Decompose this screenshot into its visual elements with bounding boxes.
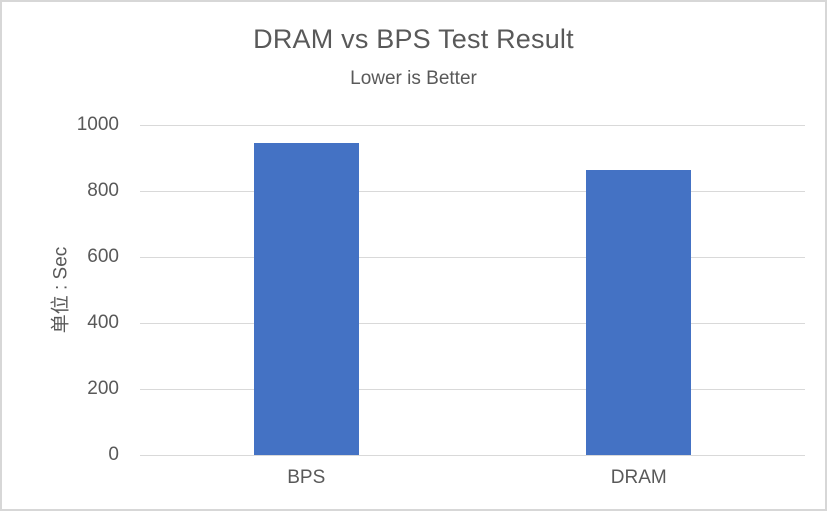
y-axis-tick-label: 400 — [87, 312, 119, 333]
x-axis-category-label: BPS — [287, 467, 326, 488]
bar-bps — [253, 143, 359, 455]
y-axis-tick-label: 1000 — [76, 114, 119, 135]
y-axis-tick-label: 0 — [108, 444, 119, 465]
chart-title: DRAM vs BPS Test Result — [253, 24, 574, 54]
x-axis-category-label: DRAM — [610, 467, 667, 488]
x-axis-line — [140, 455, 805, 456]
y-axis-tick-label: 800 — [87, 180, 119, 201]
gridline — [140, 389, 805, 390]
y-axis-tick-label: 600 — [87, 246, 119, 267]
gridline — [140, 125, 805, 126]
plot-area — [140, 125, 805, 456]
bar-dram — [586, 169, 692, 455]
gridline — [140, 323, 805, 324]
chart-subtitle: Lower is Better — [350, 68, 477, 89]
gridline — [140, 191, 805, 192]
gridline — [140, 257, 805, 258]
y-axis-tick-label: 200 — [87, 378, 119, 399]
